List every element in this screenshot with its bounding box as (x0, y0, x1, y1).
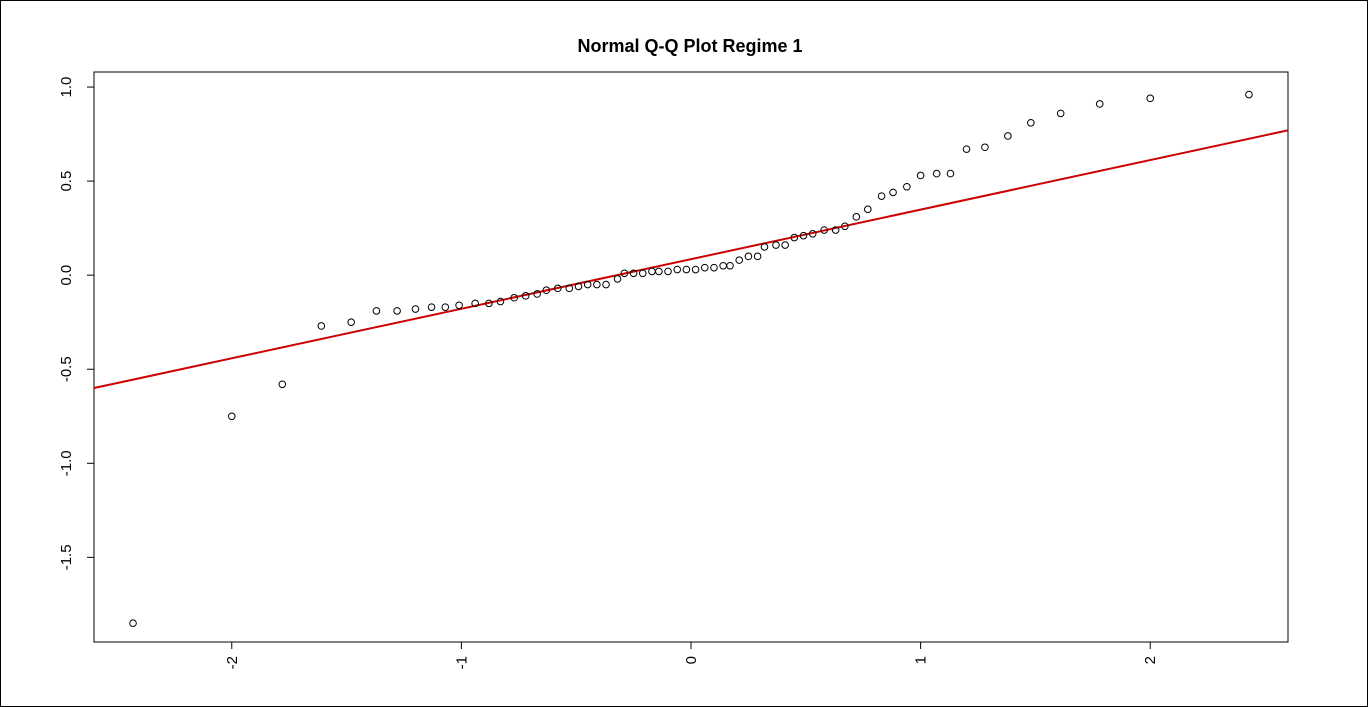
y-tick-label: 1.0 (58, 77, 75, 98)
sample-point (1056, 109, 1065, 118)
sample-point (574, 282, 583, 291)
sample-point (613, 275, 622, 283)
sample-point (317, 322, 326, 330)
sample-point (799, 231, 808, 240)
sample-point (347, 318, 355, 326)
sample-point (393, 307, 401, 315)
sample-point (946, 169, 955, 178)
sample-point (710, 263, 718, 272)
sample-point (841, 222, 849, 231)
sample-point (372, 307, 381, 315)
sample-point (533, 290, 541, 298)
sample-point (1095, 100, 1104, 108)
x-tick-label: 2 (1142, 656, 1159, 664)
sample-point (719, 261, 727, 270)
sample-point (760, 243, 769, 251)
sample-point (629, 269, 638, 278)
axes: -2 -1 0 1 2 -1.5 -1.0 -0.5 0.0 0.5 1.0 (58, 77, 1159, 670)
sample-point (981, 143, 989, 152)
sample-point (673, 265, 682, 274)
sample-point (638, 269, 647, 278)
y-tick-label: -0.5 (58, 356, 75, 382)
sample-point (735, 256, 744, 264)
x-tick-label: 1 (913, 656, 930, 664)
sample-point (455, 301, 463, 310)
sample-point (554, 284, 562, 293)
sample-point (744, 252, 753, 261)
sample-points (129, 90, 1253, 627)
sample-point (889, 188, 897, 197)
sample-point (583, 280, 592, 289)
sample-point (227, 412, 236, 421)
sample-point (542, 286, 551, 295)
chart-title: Normal Q-Q Plot Regime 1 (577, 36, 802, 56)
sample-point (510, 293, 518, 302)
sample-point (1146, 94, 1155, 103)
sample-point (521, 292, 530, 300)
x-tick-label: -1 (453, 656, 470, 669)
y-tick-label: 0.5 (58, 171, 75, 192)
reference-line-layer (93, 129, 1289, 390)
sample-point (726, 261, 734, 270)
sample-point (648, 267, 656, 276)
sample-point (772, 241, 780, 249)
sample-point (790, 233, 799, 242)
sample-point (831, 226, 840, 234)
x-tick-label: 0 (683, 656, 700, 664)
sample-point (1004, 132, 1012, 140)
sample-point (682, 265, 691, 274)
sample-point (602, 280, 610, 289)
y-tick-label: -1.0 (58, 450, 75, 476)
sample-point (864, 205, 872, 214)
sample-point (471, 299, 479, 308)
sample-point (565, 284, 574, 293)
sample-point (664, 267, 672, 276)
sample-point (427, 303, 436, 311)
sample-point (1245, 90, 1253, 99)
sample-point (655, 267, 663, 276)
y-tick-label: 0.0 (58, 265, 75, 286)
sample-point (129, 619, 137, 627)
sample-point (820, 226, 828, 234)
sample-point (852, 213, 861, 221)
sample-point (781, 241, 789, 249)
sample-point (278, 380, 287, 389)
qq-reference-line (93, 129, 1289, 390)
sample-point (1027, 118, 1035, 127)
sample-point (496, 297, 505, 306)
sample-point (485, 299, 493, 308)
sample-point (411, 305, 420, 313)
y-tick-label: -1.5 (58, 544, 75, 570)
sample-point (441, 303, 450, 311)
sample-point (620, 269, 629, 278)
sample-point (932, 169, 941, 178)
sample-point (916, 171, 925, 180)
sample-point (700, 263, 709, 272)
sample-point (691, 265, 700, 274)
sample-point (903, 182, 911, 191)
sample-point (753, 252, 762, 261)
sample-point (877, 192, 886, 200)
plot-box (93, 71, 1289, 643)
sample-point (593, 280, 601, 289)
sample-point (962, 145, 971, 153)
sample-point (808, 229, 817, 238)
x-tick-label: -2 (224, 656, 241, 669)
